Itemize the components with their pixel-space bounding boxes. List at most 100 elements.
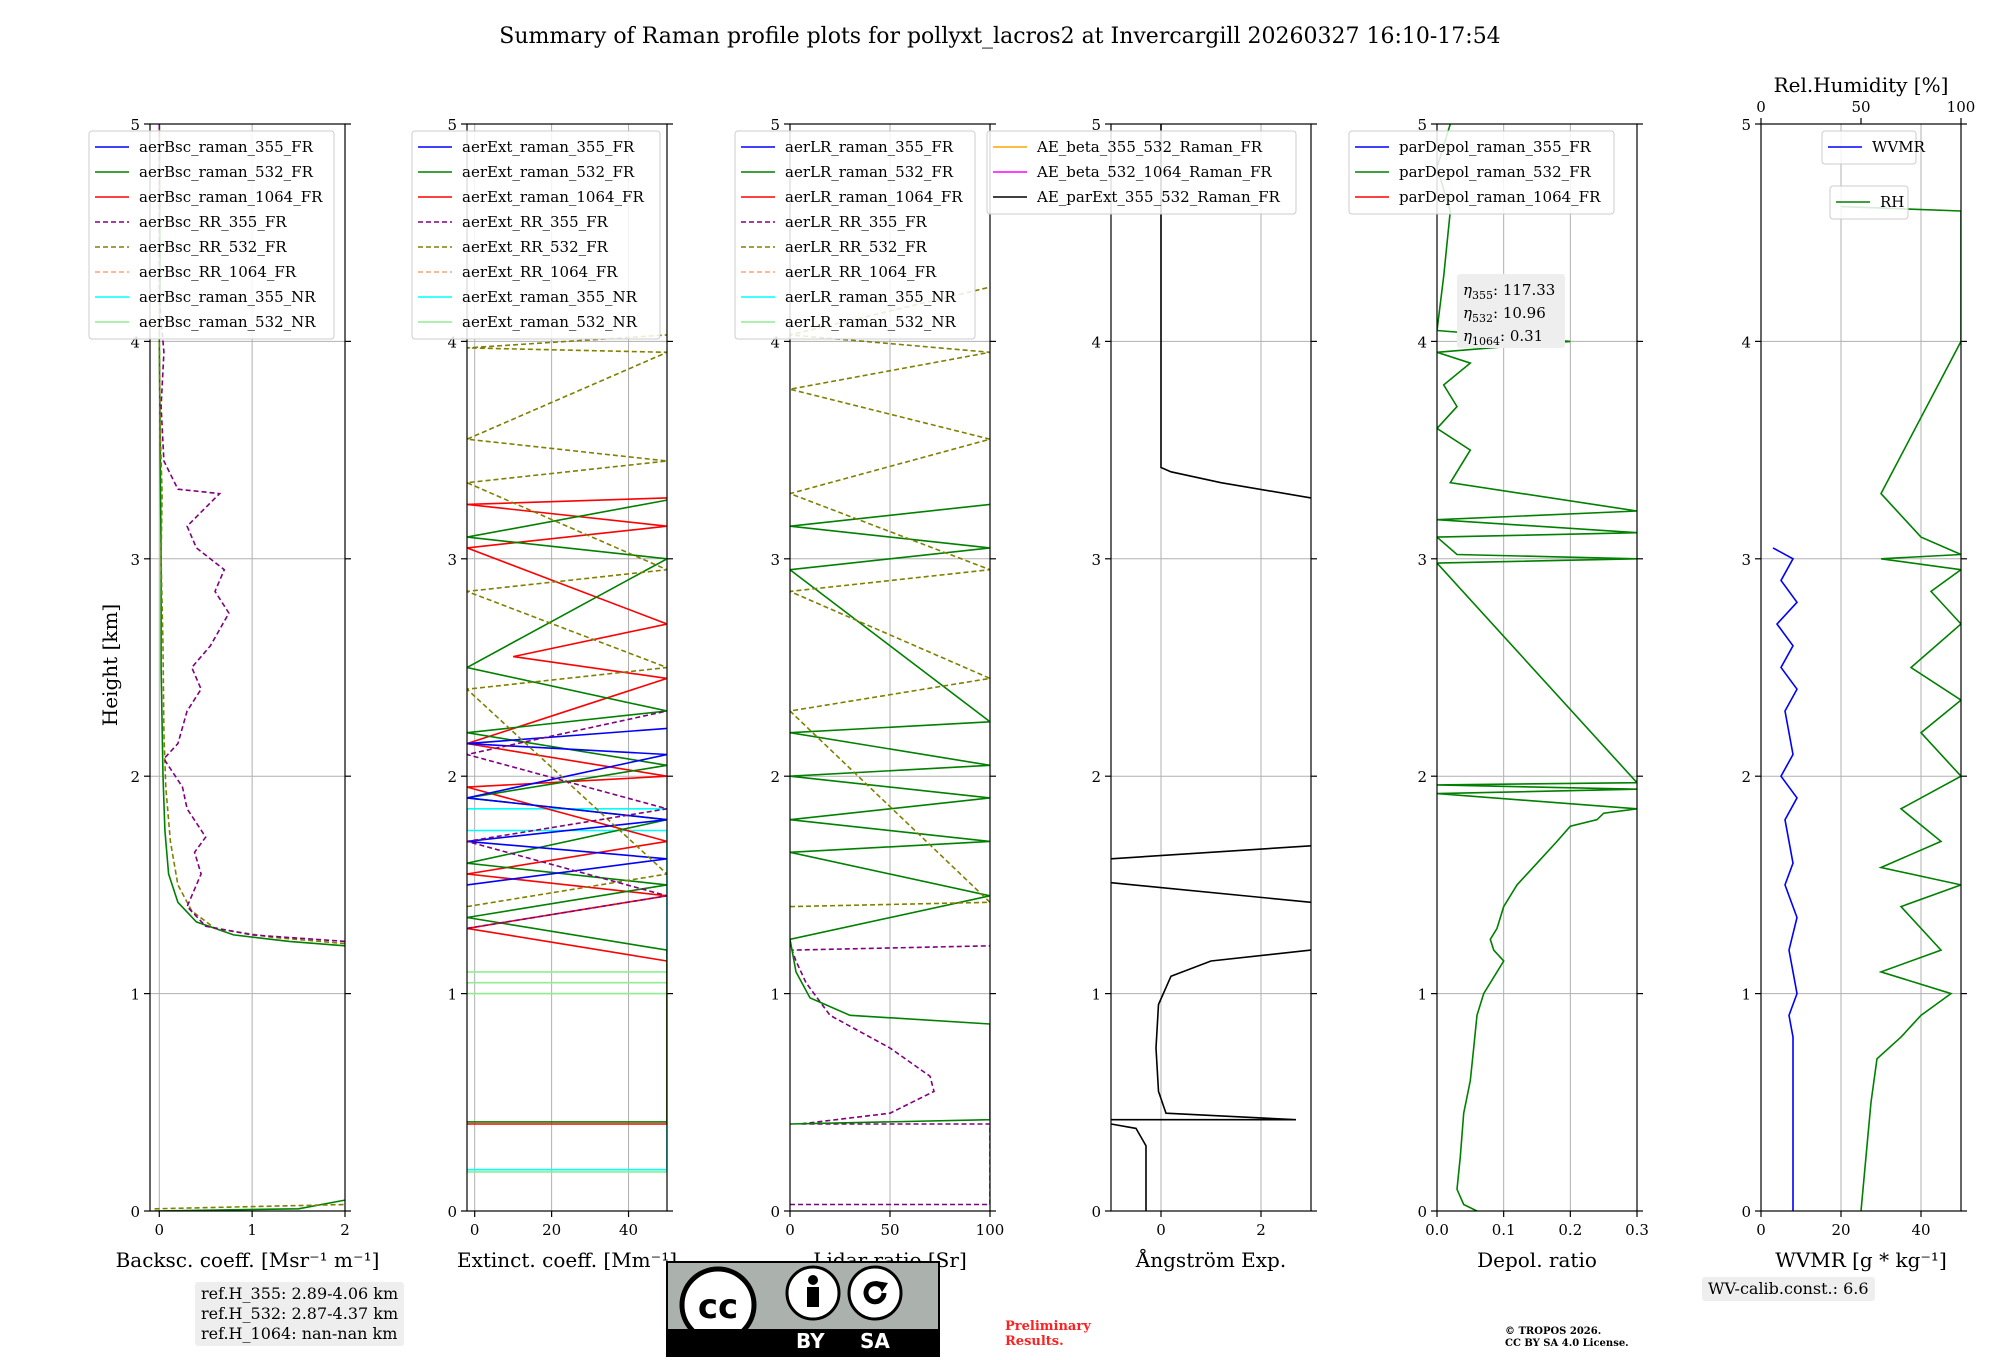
depol-x-tick-label: 0.1 [1492, 1221, 1516, 1239]
legend-label-aerBsc_raman_1064_FR: aerBsc_raman_1064_FR [139, 188, 323, 206]
legend-label-aerExt_raman_532_NR: aerExt_raman_532_NR [462, 313, 638, 331]
ae-legend-box [986, 130, 1297, 215]
ext-legend-box [411, 130, 661, 340]
wv-legend-wvmr-box [1821, 130, 1917, 165]
series-AE_parExt_355_532_Raman_FR_e [1160, 124, 1311, 499]
ext-y-tick-label: 4 [447, 333, 457, 351]
preliminary-line-2: Results. [1005, 1334, 1064, 1349]
legend-label-aerBsc_raman_532_NR: aerBsc_raman_532_NR [139, 313, 316, 331]
bsc-x-tick-label: 1 [247, 1221, 257, 1239]
bsc-frame [149, 123, 346, 1212]
wv-calibration-constant: WV-calib.const.: 6.6 [1708, 1279, 1869, 1298]
depol-annotation-sub: 1064 [1472, 335, 1500, 348]
lr-x-tick-label: 50 [880, 1221, 899, 1239]
legend-label-aerLR_raman_532_FR: aerLR_raman_532_FR [785, 163, 954, 181]
ae-legend: AE_beta_355_532_Raman_FR AE_beta_532_1064… [986, 130, 1297, 215]
ae-y-tick-label: 3 [1091, 551, 1101, 569]
series-WVMR [1772, 547, 1799, 1211]
bsc-y-tick-label: 1 [130, 986, 140, 1004]
legend-label-aerLR_raman_1064_FR: aerLR_raman_1064_FR [785, 188, 963, 206]
ext-y-tick-label: 2 [447, 768, 457, 786]
figure-title: Summary of Raman profile plots for polly… [499, 24, 1500, 49]
series-AE_parExt_355_532_Raman_FR_c [1111, 881, 1311, 904]
ext-legend: aerExt_raman_355_FR aerExt_raman_532_FRae… [411, 130, 661, 340]
series-AE_parExt_355_532_Raman_FR_b [1111, 949, 1311, 1121]
bsc-legend: aerBsc_raman_355_FR aerBsc_raman_532_FRae… [88, 130, 335, 340]
series-AE_parExt_355_532_Raman_FR_d [1111, 845, 1311, 860]
ext-y-tick-label: 5 [447, 116, 457, 134]
series-aerExt_raman_532_FR [467, 499, 667, 1123]
legend-label-aerLR_raman_355_NR: aerLR_raman_355_NR [785, 288, 956, 306]
ref-height-1064: ref.H_1064: nan-nan km [201, 1324, 398, 1343]
panel-ae: 0 1 2 3 4 5 0 2 Ångström Exp. AE_beta_355_532_Ram… [986, 116, 1317, 1272]
ae-y-tick-label: 1 [1091, 986, 1101, 1004]
wv-y-tick-label: 5 [1741, 116, 1751, 134]
ae-y-tick-label: 5 [1091, 116, 1101, 134]
bsc-series-group [154, 124, 345, 1211]
legend-label-aerLR_raman_355_FR: aerLR_raman_355_FR [785, 138, 954, 156]
depol-y-tick-label: 1 [1417, 986, 1427, 1004]
depol-annotation-value: : 117.33 [1493, 281, 1555, 299]
cc-sa-label: SA [860, 1329, 890, 1353]
ext-x-tick-label: 20 [542, 1221, 561, 1239]
series-aerExt_raman_532_NR [467, 971, 667, 1173]
depol-x-tick-label: 0.3 [1625, 1221, 1649, 1239]
wv-y-tick-label: 1 [1741, 986, 1751, 1004]
bsc-y-tick-label: 2 [130, 768, 140, 786]
bsc-y-tick-label: 5 [130, 116, 140, 134]
panel-ext: 0 1 2 3 4 5 0 20 40 Extinct. coeff. [Mm⁻¹] aerExt_… [411, 116, 677, 1272]
legend-label-aerExt_RR_355_FR: aerExt_RR_355_FR [462, 213, 609, 231]
series-parDepol_raman_532_FR [1437, 124, 1637, 1211]
wv-x-tick-label: 20 [1831, 1221, 1850, 1239]
depol-annotation-value: : 0.31 [1500, 327, 1543, 345]
wv-y-tick-label: 3 [1741, 551, 1751, 569]
ext-x-tick-label: 0 [470, 1221, 480, 1239]
series-aerExt_RR_532_FR [467, 334, 667, 908]
wv-y-tick-label: 4 [1741, 333, 1751, 351]
bsc-x-axis-label: Backsc. coeff. [Msr⁻¹ m⁻¹] [116, 1248, 380, 1272]
depol-y-tick-label: 2 [1417, 768, 1427, 786]
bsc-y-tick-label: 3 [130, 551, 140, 569]
ae-frame [1110, 123, 1312, 1212]
copyright-notice: © TROPOS 2026. CC BY SA 4.0 License. [1505, 1326, 1629, 1350]
legend-label-aerLR_raman_532_NR: aerLR_raman_532_NR [785, 313, 956, 331]
ref-height-355: ref.H_355: 2.89-4.06 km [201, 1284, 399, 1303]
legend-label-parDepol_raman_1064_FR: parDepol_raman_1064_FR [1399, 188, 1601, 206]
legend-label-aerLR_RR_532_FR: aerLR_RR_532_FR [785, 238, 927, 256]
preliminary-line-1: Preliminary [1005, 1319, 1091, 1334]
depol-annotation-355: η355: 117.33 [1463, 281, 1555, 302]
wv-top-axis-label: Rel.Humidity [%] [1774, 73, 1949, 97]
ae-grid [1111, 123, 1311, 1212]
depol-y-tick-label: 3 [1417, 551, 1427, 569]
ae-x-axis-label: Ångström Exp. [1135, 1247, 1286, 1272]
depol-legend: parDepol_raman_355_FR parDepol_raman_532_… [1348, 130, 1615, 215]
depol-y-tick-label: 5 [1417, 116, 1427, 134]
cc-by-label: BY [796, 1329, 825, 1353]
reference-height-box: ref.H_355: 2.89-4.06 km ref.H_532: 2.87-… [195, 1282, 405, 1346]
depol-series-group [1437, 124, 1637, 1211]
ae-y-tick-label: 2 [1091, 768, 1101, 786]
legend-label-aerLR_RR_355_FR: aerLR_RR_355_FR [785, 213, 927, 231]
wv-top-tick-label: 100 [1947, 98, 1976, 116]
wv-top-tick-label: 50 [1851, 98, 1870, 116]
wv-y-tick-label: 2 [1741, 768, 1751, 786]
ext-y-tick-label: 0 [447, 1203, 457, 1221]
wv-y-tick-label: 0 [1741, 1203, 1751, 1221]
lr-y-tick-label: 3 [770, 551, 780, 569]
depol-annotation-sub: 532 [1472, 312, 1493, 325]
lr-y-tick-label: 1 [770, 986, 780, 1004]
depol-annotation-symbol: η [1463, 281, 1472, 299]
ext-series-group [467, 334, 667, 1173]
wv-x-axis-label: WVMR [g * kg⁻¹] [1775, 1248, 1947, 1272]
lr-y-tick-label: 4 [770, 333, 780, 351]
legend-label-parDepol_raman_532_FR: parDepol_raman_532_FR [1399, 163, 1592, 181]
lr-y-tick-label: 5 [770, 116, 780, 134]
depol-x-axis-label: Depol. ratio [1477, 1248, 1597, 1272]
panel-depol: 0 1 2 3 4 5 0.0 0.1 0.2 0.3 Depol. ratio parDepol_r… [1348, 116, 1649, 1272]
legend-label-aerExt_raman_355_NR: aerExt_raman_355_NR [462, 288, 638, 306]
cc-logo-icon: cc [679, 1265, 903, 1344]
